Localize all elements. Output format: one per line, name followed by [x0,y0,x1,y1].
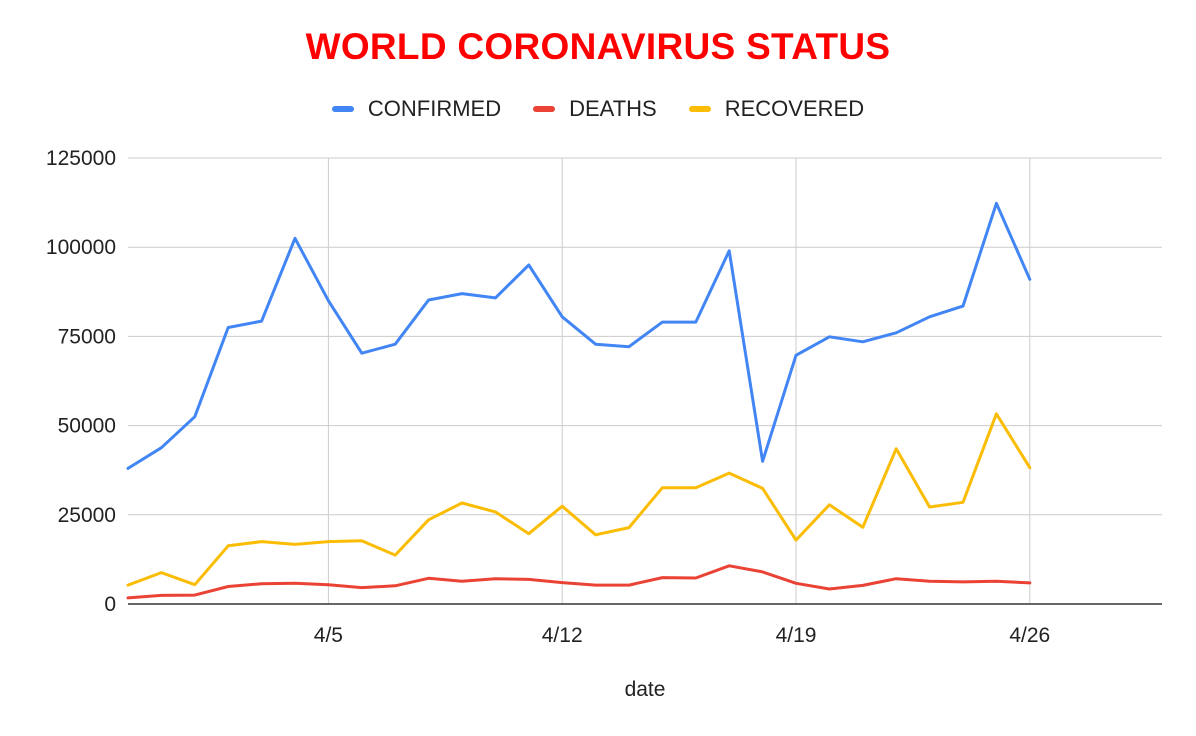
chart-title: WORLD CORONAVIRUS STATUS [305,26,891,67]
legend-label-recovered: RECOVERED [724,96,865,121]
legend: CONFIRMED DEATHS RECOVERED [0,96,1196,122]
y-tick-label: 0 [104,593,116,616]
legend-label-confirmed: CONFIRMED [367,96,502,121]
x-axis-label: date [625,678,666,701]
y-tick-label: 125000 [46,147,116,170]
y-tick-label: 100000 [46,236,116,259]
series-line-recovered [126,412,1032,587]
x-tick-label: 4/12 [542,624,583,647]
series-line-deaths [126,564,1032,600]
legend-swatch-deaths [533,106,556,112]
x-tick-label: 4/19 [776,624,817,647]
x-tick-label: 4/26 [1009,624,1050,647]
legend-swatch-confirmed [331,106,354,112]
legend-item-deaths[interactable]: DEATHS [533,96,657,122]
y-tick-label: 50000 [58,415,116,438]
series-line-confirmed [126,201,1032,470]
legend-item-recovered[interactable]: RECOVERED [688,96,865,122]
legend-label-deaths: DEATHS [569,96,657,121]
gridlines [128,157,1162,604]
legend-swatch-recovered [688,106,711,112]
legend-item-confirmed[interactable]: CONFIRMED [331,96,502,122]
series-lines [126,201,1032,600]
x-tick-label: 4/5 [314,624,343,647]
y-axis-ticks: 0 25000 50000 75000 100000 125000 [46,147,116,616]
y-tick-label: 75000 [58,325,116,348]
y-tick-label: 25000 [58,504,116,527]
x-axis-ticks: 4/5 4/12 4/19 4/26 [314,624,1050,647]
